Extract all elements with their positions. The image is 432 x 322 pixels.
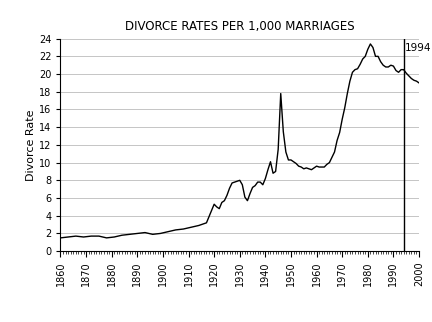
- Title: DIVORCE RATES PER 1,000 MARRIAGES: DIVORCE RATES PER 1,000 MARRIAGES: [125, 20, 355, 33]
- Text: 1994: 1994: [405, 43, 432, 53]
- Y-axis label: Divorce Rate: Divorce Rate: [26, 109, 36, 181]
